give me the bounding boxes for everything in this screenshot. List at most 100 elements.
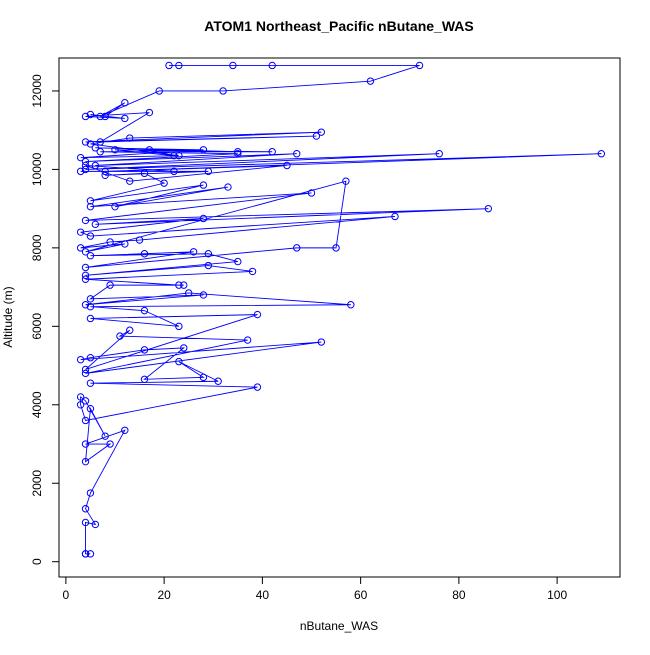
plot-frame: [58, 57, 621, 578]
data-point: [332, 244, 340, 252]
data-point: [76, 228, 85, 236]
data-point: [116, 332, 124, 340]
data-point: [111, 146, 119, 154]
data-point: [101, 167, 109, 176]
data-point: [81, 157, 90, 166]
data-point: [180, 344, 188, 352]
data-point: [199, 373, 208, 382]
data-point: [86, 550, 95, 558]
data-point: [101, 432, 109, 440]
data-point: [121, 240, 129, 248]
data-point: [101, 171, 109, 179]
data-point: [86, 489, 95, 497]
data-point: [81, 248, 90, 256]
data-point: [121, 114, 129, 123]
data-point: [140, 375, 149, 383]
x-tick-label: 20: [157, 588, 171, 602]
data-point: [140, 306, 149, 315]
data-point: [175, 281, 183, 289]
data-point: [312, 132, 321, 140]
data-point: [484, 204, 493, 213]
data-point: [234, 150, 242, 158]
data-point: [81, 138, 90, 146]
data-point: [283, 161, 291, 170]
data-point: [204, 261, 213, 270]
series-line: [80, 65, 602, 555]
chart-title: ATOM1 Northeast_Pacific nButane_WAS: [204, 18, 473, 34]
data-point: [180, 281, 188, 289]
y-tick-label: 0: [30, 558, 44, 565]
data-point: [199, 146, 208, 154]
data-point: [81, 365, 90, 374]
data-point: [293, 150, 301, 158]
data-point: [86, 314, 95, 323]
data-point: [140, 169, 149, 178]
data-point: [96, 138, 104, 146]
data-point: [81, 263, 90, 272]
data-point: [81, 301, 90, 309]
data-point: [86, 202, 95, 211]
data-point: [366, 77, 375, 85]
x-tick-label: 100: [547, 588, 567, 602]
y-axis-label: Altitude (m): [1, 286, 15, 347]
y-tick-label: 6000: [30, 313, 44, 340]
data-point: [76, 153, 85, 162]
data-point: [204, 167, 213, 176]
data-point: [155, 87, 163, 95]
data-point: [435, 150, 443, 158]
data-point: [86, 232, 95, 240]
data-point: [175, 322, 183, 331]
data-point: [170, 167, 178, 176]
data-point: [81, 457, 90, 466]
data-point: [86, 405, 95, 413]
data-point: [219, 87, 227, 95]
data-point: [91, 220, 100, 229]
data-point: [106, 238, 114, 246]
data-point: [140, 346, 149, 354]
data-point: [106, 281, 114, 289]
data-point: [234, 257, 242, 266]
y-tick-label: 12000: [30, 74, 44, 108]
x-tick-label: 80: [452, 588, 466, 602]
data-point: [91, 520, 100, 529]
data-point: [81, 271, 90, 280]
data-point: [342, 177, 350, 185]
y-tick-label: 4000: [30, 391, 44, 418]
data-point: [86, 252, 95, 260]
data-point: [76, 167, 85, 176]
data-point: [126, 134, 134, 142]
data-point: [106, 440, 114, 448]
data-point: [175, 61, 183, 70]
data-point: [126, 177, 134, 185]
data-point: [126, 326, 134, 334]
data-point: [317, 338, 326, 346]
data-point: [81, 369, 90, 378]
data-point: [81, 505, 90, 513]
data-point: [81, 518, 90, 527]
data-point: [91, 161, 100, 170]
x-axis-label: nButane_WAS: [300, 619, 378, 633]
data-point: [199, 214, 208, 223]
data-point: [189, 248, 198, 256]
data-point: [229, 61, 237, 70]
y-tick-label: 10000: [30, 152, 44, 186]
data-point: [76, 401, 85, 409]
data-point: [81, 397, 90, 405]
data-point: [76, 244, 85, 252]
data-point: [391, 212, 399, 221]
data-point: [234, 148, 242, 156]
data-point: [81, 416, 90, 425]
data-point: [145, 146, 154, 154]
y-tick-label: 2000: [30, 470, 44, 497]
data-point: [96, 112, 104, 121]
data-point: [597, 150, 606, 158]
data-point: [214, 377, 222, 385]
data-point: [268, 61, 276, 70]
data-point: [86, 197, 95, 205]
data-point: [170, 151, 178, 160]
data-point: [253, 383, 262, 391]
data-point: [81, 440, 90, 448]
x-tick-label: 60: [354, 588, 368, 602]
data-point: [199, 291, 208, 299]
